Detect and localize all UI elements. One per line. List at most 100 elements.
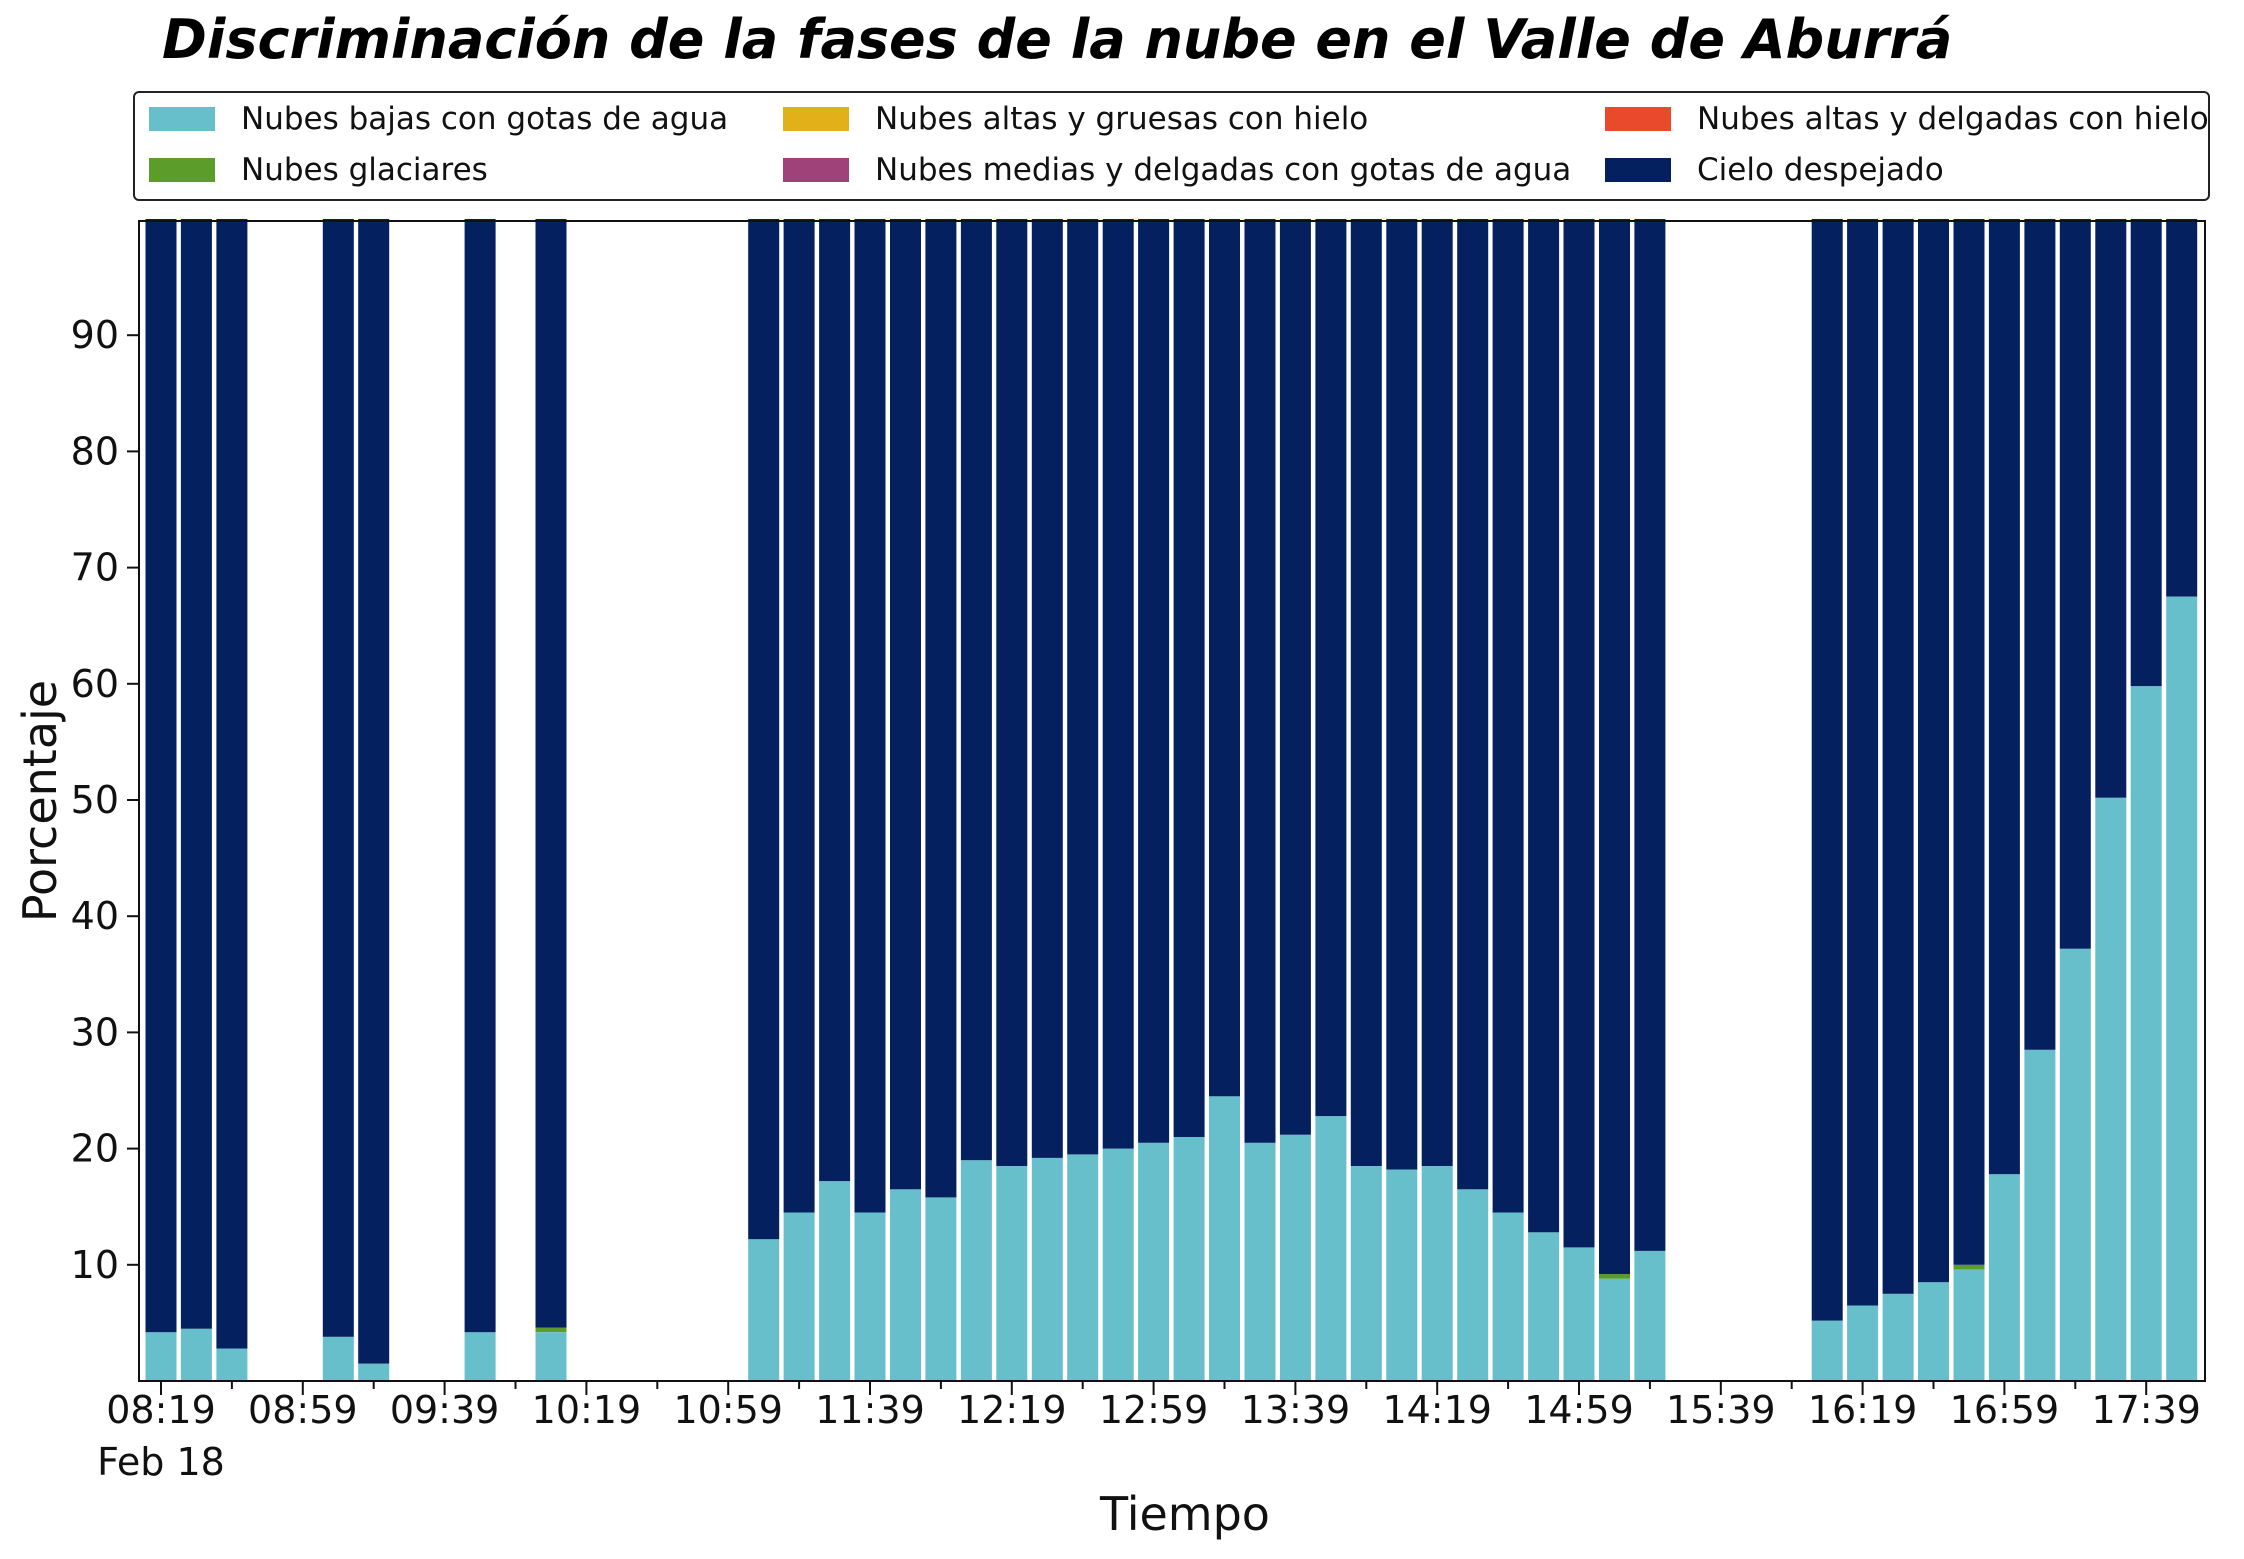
x-tick-label: 16:59 — [1950, 1388, 2060, 1432]
bar-segment — [1279, 1134, 1311, 1381]
bar-segment — [2059, 948, 2091, 1381]
legend-item: Nubes bajas con gotas de agua — [149, 101, 728, 137]
legend-swatch — [1605, 107, 1671, 131]
bar-segment — [1138, 219, 1170, 1143]
bar-segment — [890, 1189, 921, 1381]
bar-segment — [2095, 219, 2127, 798]
x-tick-label: 11:39 — [815, 1388, 925, 1432]
bar-segment — [1599, 219, 1630, 1275]
y-tick-label: 80 — [71, 429, 119, 473]
bar-segment — [1528, 219, 1560, 1233]
bar-segment — [996, 219, 1028, 1166]
bar-segment — [1279, 219, 1311, 1135]
bar-segment — [1102, 1148, 1134, 1381]
bar-segment — [1067, 219, 1099, 1155]
x-axis: 08:19 08:59 09:39 10:19 10:59 11:39 12:19 12:59… — [97, 1381, 2201, 1484]
bar-segment — [1918, 1282, 1949, 1381]
legend-item: Nubes altas y delgadas con hielo — [1605, 101, 2209, 137]
bar-segment — [2166, 596, 2198, 1381]
bar-segment — [1138, 1142, 1170, 1381]
y-tick-label: 70 — [71, 546, 119, 590]
x-tick-label: 14:19 — [1382, 1388, 1492, 1432]
y-tick-label: 10 — [71, 1243, 119, 1287]
bar-segment — [1988, 1174, 2020, 1381]
y-tick-label: 20 — [71, 1127, 119, 1171]
bar-segment — [2095, 797, 2127, 1381]
x-tick-label: 17:39 — [2091, 1388, 2201, 1432]
bar-segment — [180, 219, 212, 1329]
x-tick-label: 08:59 — [248, 1388, 358, 1432]
bar-segment — [890, 219, 921, 1190]
legend: Nubes bajas con gotas de agua Nubes altas… — [133, 91, 2210, 201]
bar-segment — [464, 219, 496, 1333]
bar-segment — [535, 1332, 567, 1381]
bar-segment — [2059, 219, 2091, 949]
x-tick-label: 14:59 — [1524, 1388, 1634, 1432]
bar-segment — [1847, 219, 1879, 1306]
bar-segment — [1847, 1305, 1879, 1381]
legend-item: Nubes glaciares — [149, 152, 488, 188]
x-tick-date-label: Feb 18 — [97, 1440, 225, 1484]
legend-swatch — [149, 158, 215, 182]
bar-segment — [1953, 1269, 1985, 1381]
bar-segment — [854, 1212, 886, 1381]
bar-segment — [1563, 1247, 1595, 1381]
bar-segment — [1457, 1189, 1489, 1381]
legend-item: Cielo despejado — [1605, 152, 1944, 188]
bar-segment — [748, 219, 780, 1240]
x-tick-label: 10:59 — [673, 1388, 783, 1432]
bar-segment — [358, 1363, 390, 1381]
bar-segment — [322, 1336, 354, 1381]
bar-segment — [1209, 219, 1240, 1097]
bar-segment — [2166, 219, 2198, 597]
bar-segment — [960, 1160, 992, 1381]
bar-segment — [464, 1332, 496, 1381]
bar-segment — [216, 219, 248, 1349]
y-tick-label: 60 — [71, 662, 119, 706]
x-tick-label: 16:19 — [1808, 1388, 1918, 1432]
legend-label: Cielo despejado — [1697, 152, 1944, 188]
bar-segment — [748, 1239, 780, 1381]
x-tick-label: 12:59 — [1099, 1388, 1209, 1432]
bar-segment — [819, 219, 851, 1182]
bar-segment — [535, 1327, 567, 1333]
bar-segment — [1386, 1169, 1418, 1381]
bar-segment — [1457, 219, 1489, 1190]
legend-label: Nubes bajas con gotas de agua — [241, 101, 729, 137]
bar-segment — [1031, 219, 1063, 1158]
bar-segment — [1953, 1264, 1985, 1270]
bar-segment — [1918, 219, 1949, 1283]
x-tick-label: 12:19 — [957, 1388, 1067, 1432]
bar-segment — [1811, 1320, 1843, 1381]
legend-swatch — [1605, 158, 1671, 182]
bar-segment — [535, 219, 567, 1328]
legend-label: Nubes medias y delgadas con gotas de agu… — [875, 152, 1572, 188]
legend-label: Nubes altas y gruesas con hielo — [875, 101, 1369, 137]
bar-segment — [1421, 1166, 1453, 1381]
bar-segment — [1599, 1278, 1630, 1381]
bar-segment — [925, 219, 957, 1198]
bar-segment — [1102, 219, 1134, 1149]
bar-segment — [1421, 219, 1453, 1166]
bar-segment — [996, 1166, 1028, 1381]
bar-segment — [1634, 1250, 1666, 1381]
bar-segment — [1563, 219, 1595, 1248]
legend-label: Nubes altas y delgadas con hielo — [1697, 101, 2209, 137]
bar-segment — [1882, 1293, 1914, 1381]
bar-segment — [1988, 219, 2020, 1175]
legend-item: Nubes medias y delgadas con gotas de agu… — [783, 152, 1571, 188]
y-axis-label: Porcentaje — [13, 680, 67, 922]
bar-segment — [1528, 1232, 1560, 1381]
chart-title: Discriminación de la fases de la nube en… — [162, 8, 1953, 71]
bar-segment — [1350, 1166, 1382, 1381]
y-axis: 10 20 30 40 50 60 70 80 90 — [71, 313, 139, 1287]
bar-segment — [2024, 1049, 2056, 1381]
bar-segment — [2130, 686, 2162, 1381]
bar-segment — [1386, 219, 1418, 1170]
bar-segment — [854, 219, 886, 1213]
bar-segment — [145, 1332, 177, 1381]
bar-segment — [925, 1197, 957, 1381]
bar-segment — [1067, 1154, 1099, 1381]
x-tick-label: 13:39 — [1241, 1388, 1351, 1432]
bar-segment — [322, 219, 354, 1337]
